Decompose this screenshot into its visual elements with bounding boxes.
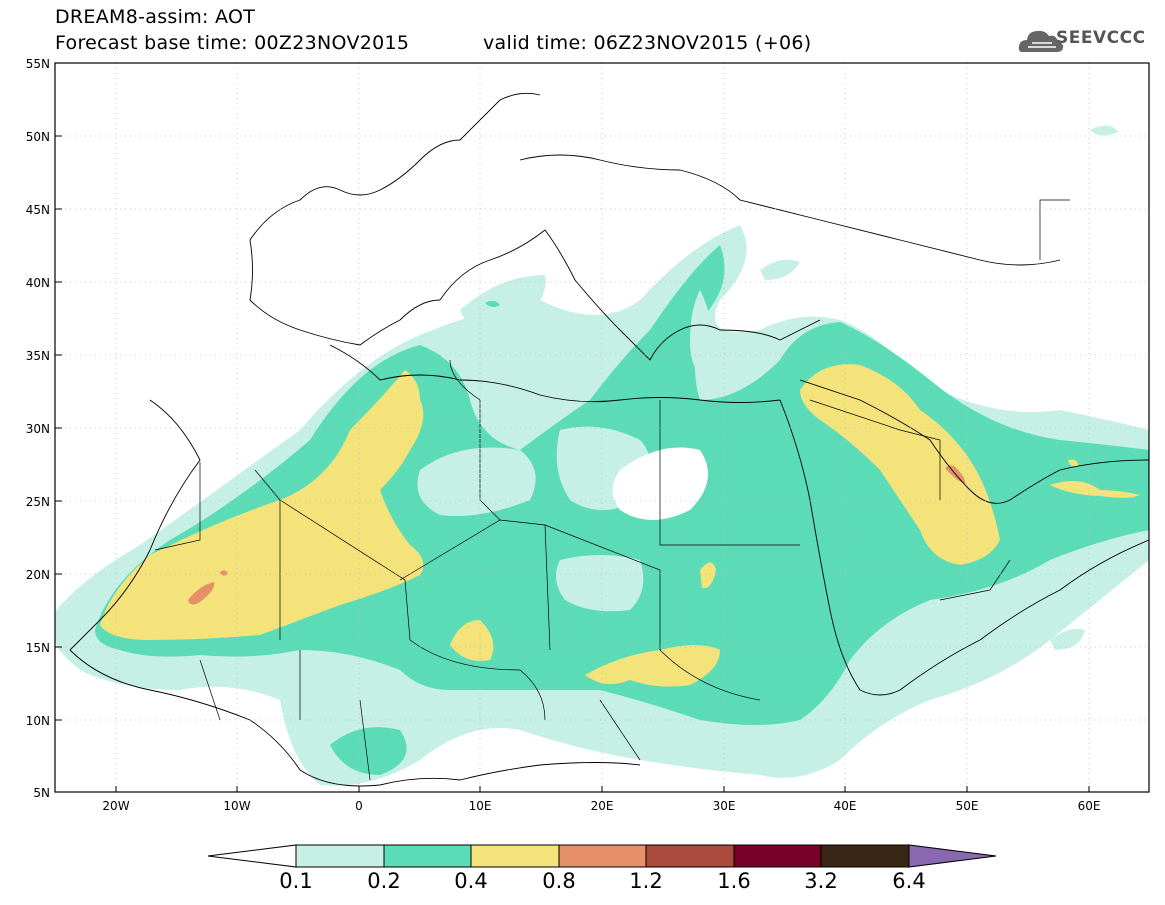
- valid-time: valid time: 06Z23NOV2015 (+06): [483, 32, 812, 54]
- colorbar-label: 0.4: [454, 869, 488, 893]
- lon-label: 40E: [834, 799, 857, 813]
- lat-label: 45N: [26, 203, 50, 217]
- forecast-base-time: Forecast base time: 00Z23NOV2015: [55, 32, 410, 54]
- map-title: DREAM8-assim: AOT: [55, 6, 256, 28]
- colorbar-swatch: [645, 844, 735, 868]
- logo-text: SEEVCCC: [1056, 28, 1146, 48]
- aot-level-0.4: [100, 370, 424, 640]
- coastlines: [69, 92, 1149, 787]
- lon-label: 10E: [469, 799, 492, 813]
- colorbar-label: 0.8: [542, 869, 576, 893]
- lat-label: 50N: [26, 130, 50, 144]
- lat-label: 40N: [26, 276, 50, 290]
- lat-label: 10N: [26, 714, 50, 728]
- colorbar-swatch: [558, 844, 647, 868]
- colorbar-swatch: [470, 844, 560, 868]
- colorbar-high-arrow: [908, 844, 997, 868]
- colorbar-swatch: [733, 844, 822, 868]
- colorbar-swatch: [820, 844, 910, 868]
- colorbar-swatch: [295, 844, 385, 868]
- lat-label: 15N: [26, 641, 50, 655]
- colorbar-label: 1.2: [629, 869, 663, 893]
- latitude-labels: 55N 50N 45N 40N 35N 30N 25N 20N 15N 10N …: [26, 57, 50, 800]
- colorbar-label: 3.2: [804, 869, 838, 893]
- axis-ticks: [55, 62, 1090, 792]
- colorbar-label: 0.2: [367, 869, 401, 893]
- lon-label: 0: [355, 799, 363, 813]
- lat-label: 25N: [26, 495, 50, 509]
- lon-label: 10W: [223, 799, 250, 813]
- lat-label: 35N: [26, 349, 50, 363]
- lon-label: 50E: [956, 799, 979, 813]
- aot-level-0.8: [188, 582, 215, 605]
- lat-label: 5N: [33, 786, 50, 800]
- lon-label: 20W: [102, 799, 129, 813]
- lat-label: 20N: [26, 568, 50, 582]
- lon-label: 30E: [713, 799, 736, 813]
- colorbar-low-arrow: [207, 844, 297, 868]
- aot-fields: [55, 125, 1149, 786]
- lon-label: 20E: [591, 799, 614, 813]
- colorbar-label: 0.1: [279, 869, 313, 893]
- cloud-logo-icon: [1018, 30, 1064, 52]
- longitude-labels: 20W 10W 0 10E 20E 30E 40E 50E 60E: [102, 799, 1100, 813]
- colorbar-label: 1.6: [717, 869, 751, 893]
- lat-label: 55N: [26, 57, 50, 71]
- lon-label: 60E: [1078, 799, 1101, 813]
- country-borders: [154, 199, 1070, 781]
- colorbar-swatch: [383, 844, 472, 868]
- colorbar: [207, 844, 997, 868]
- lat-label: 30N: [26, 422, 50, 436]
- colorbar-label: 6.4: [892, 869, 926, 893]
